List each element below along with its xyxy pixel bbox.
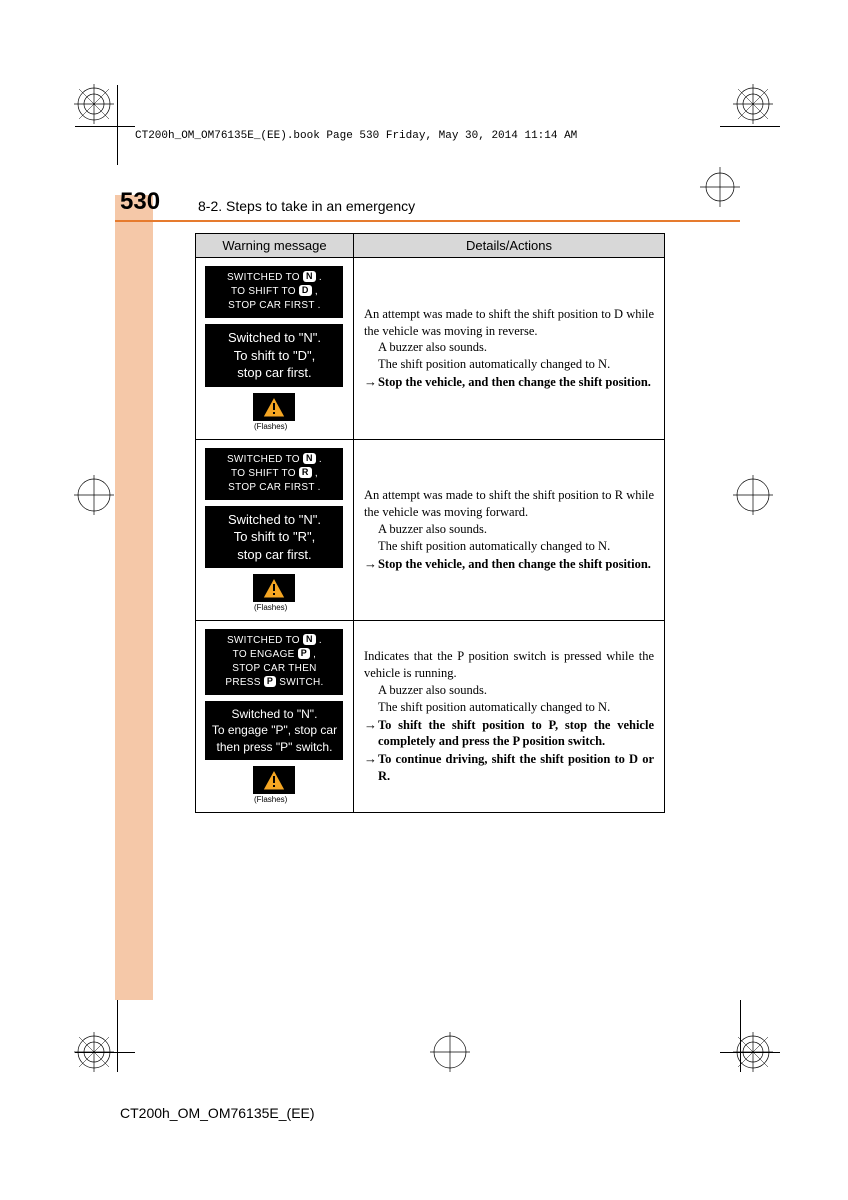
warning-display-small: SWITCHED TO N . TO SHIFT TO R , STOP CAR… xyxy=(205,448,343,500)
crop-line xyxy=(740,1000,741,1072)
table-header-warning: Warning message xyxy=(196,234,354,258)
registration-mark-icon xyxy=(733,475,773,515)
registration-mark-icon xyxy=(733,84,773,124)
warning-display-small: SWITCHED TO N . TO SHIFT TO D , STOP CAR… xyxy=(205,266,343,318)
warning-table: Warning message Details/Actions SWITCHED… xyxy=(195,233,665,813)
page-number: 530 xyxy=(120,188,160,216)
warning-display-small: SWITCHED TO N . TO ENGAGE P , STOP CAR T… xyxy=(205,629,343,695)
registration-mark-icon xyxy=(74,475,114,515)
registration-mark-icon xyxy=(430,1032,470,1072)
footer-text: CT200h_OM_OM76135E_(EE) xyxy=(120,1105,315,1121)
arrow-icon: → xyxy=(364,751,378,768)
flashes-label: (Flashes) xyxy=(254,422,347,431)
crop-line xyxy=(75,126,135,127)
corner-mark-icon xyxy=(700,167,740,207)
crop-line xyxy=(720,126,780,127)
warning-triangle-icon xyxy=(253,766,295,794)
crop-line xyxy=(720,1052,780,1053)
table-row: SWITCHED TO N . TO ENGAGE P , STOP CAR T… xyxy=(196,621,665,813)
book-info-text: CT200h_OM_OM76135E_(EE).book Page 530 Fr… xyxy=(135,130,577,142)
arrow-icon: → xyxy=(364,556,378,573)
warning-display-large: Switched to "N". To engage "P", stop car… xyxy=(205,701,343,760)
warning-triangle-icon xyxy=(253,574,295,602)
crop-line xyxy=(117,85,118,165)
warning-display-large: Switched to "N". To shift to "R", stop c… xyxy=(205,506,343,569)
details-text: An attempt was made to shift the shift p… xyxy=(353,439,664,621)
table-row: SWITCHED TO N . TO SHIFT TO R , STOP CAR… xyxy=(196,439,665,621)
section-title: 8-2. Steps to take in an emergency xyxy=(198,198,415,214)
table-header-details: Details/Actions xyxy=(353,234,664,258)
details-text: Indicates that the P position switch is … xyxy=(353,621,664,813)
crop-line xyxy=(75,1052,135,1053)
arrow-icon: → xyxy=(364,374,378,391)
warning-display-large: Switched to "N". To shift to "D", stop c… xyxy=(205,324,343,387)
registration-mark-icon xyxy=(74,84,114,124)
warning-triangle-icon xyxy=(253,393,295,421)
arrow-icon: → xyxy=(364,717,378,734)
crop-line xyxy=(117,1000,118,1072)
header-rule xyxy=(115,220,740,222)
table-row: SWITCHED TO N . TO SHIFT TO D , STOP CAR… xyxy=(196,258,665,440)
flashes-label: (Flashes) xyxy=(254,795,347,804)
details-text: An attempt was made to shift the shift p… xyxy=(353,258,664,440)
flashes-label: (Flashes) xyxy=(254,603,347,612)
margin-color-band xyxy=(115,195,153,1000)
